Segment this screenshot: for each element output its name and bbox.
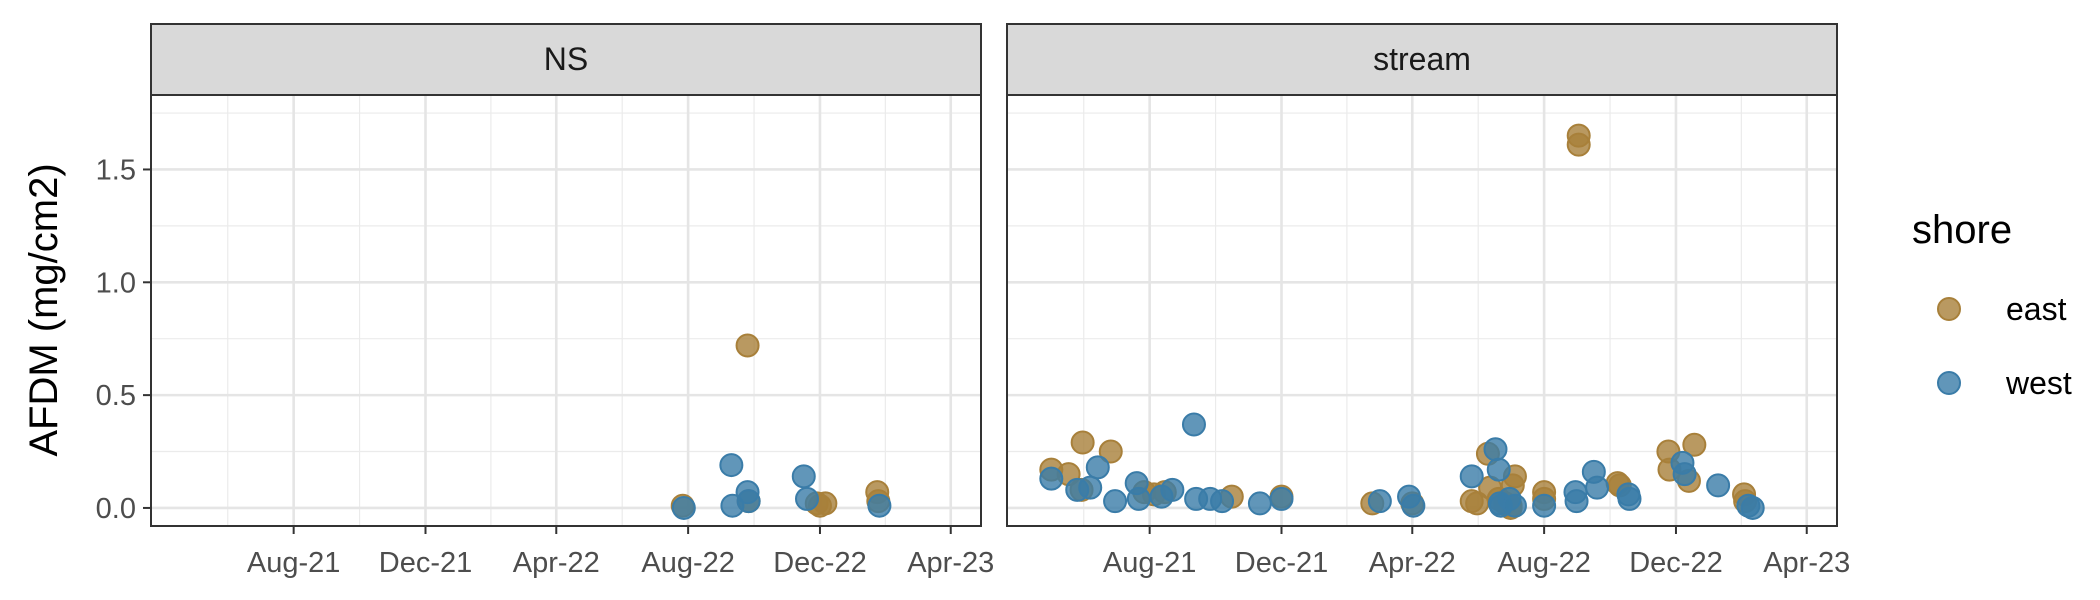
data-point-west <box>1486 457 1511 482</box>
legend-key-east <box>1937 297 1961 321</box>
data-point-west <box>1706 473 1731 498</box>
y-tick-label: 0.0 <box>96 493 136 525</box>
data-point-west <box>1160 477 1185 502</box>
panel-ns-grid <box>151 95 981 526</box>
panel-ns-strip <box>150 23 982 96</box>
legend-label-west: west <box>2005 365 2072 401</box>
data-point-west <box>1247 491 1272 516</box>
x-tick-label: Apr-23 <box>1763 547 1850 579</box>
y-axis: 0.0 0.5 1.0 1.5 <box>96 154 151 525</box>
data-point-west <box>1367 489 1392 514</box>
data-point-east <box>1070 430 1095 455</box>
data-point-west <box>736 489 761 514</box>
data-point-east <box>735 333 760 358</box>
data-point-west <box>1532 493 1557 518</box>
data-point-east <box>1098 439 1123 464</box>
data-point-west <box>1085 455 1110 480</box>
data-point-west <box>1502 493 1527 518</box>
x-tick-label: Dec-22 <box>773 547 867 579</box>
x-tick-label: Dec-22 <box>1629 547 1723 579</box>
panel-ns-strip-label: NS <box>544 41 588 77</box>
x-tick-label: Aug-21 <box>1103 547 1197 579</box>
data-point-west <box>1585 475 1610 500</box>
panel-stream-background <box>1007 95 1837 526</box>
data-point-west <box>1459 464 1484 489</box>
data-point-west <box>1181 412 1206 437</box>
data-point-west <box>1126 486 1151 511</box>
data-point-west <box>1401 493 1426 518</box>
x-axis: Aug-21 Dec-21 Apr-22 Aug-22 Dec-22 Apr-23 Aug-… <box>247 526 1850 579</box>
y-tick-label: 1.5 <box>96 154 136 186</box>
panel-stream: stream <box>1006 23 1838 527</box>
legend-key-west <box>1937 371 1961 395</box>
panel-stream-strip-label: stream <box>1373 41 1471 77</box>
y-axis-title: AFDM (mg/cm2) <box>22 163 66 456</box>
x-tick-label: Apr-23 <box>907 547 994 579</box>
panel-stream-points <box>1039 123 1765 520</box>
legend: shore east west <box>1912 208 2072 401</box>
data-point-west <box>1078 475 1103 500</box>
panel-stream-strip <box>1006 23 1838 96</box>
data-point-west <box>1210 489 1235 514</box>
data-point-west <box>791 464 816 489</box>
data-point-west <box>671 495 696 520</box>
data-point-west <box>1564 489 1589 514</box>
x-tick-label: Dec-21 <box>1235 547 1329 579</box>
x-tick-label: Apr-22 <box>1369 547 1456 579</box>
data-point-west <box>795 486 820 511</box>
x-tick-label: Aug-22 <box>641 547 735 579</box>
data-point-east <box>1682 432 1707 457</box>
panel-ns-background <box>151 95 981 526</box>
data-point-west <box>1039 466 1064 491</box>
data-point-west <box>719 453 744 478</box>
x-tick-label: Aug-22 <box>1497 547 1591 579</box>
x-tick-label: Aug-21 <box>247 547 341 579</box>
data-point-east <box>1566 132 1591 157</box>
data-point-west <box>1740 495 1765 520</box>
data-point-west <box>867 493 892 518</box>
data-point-west <box>1617 486 1642 511</box>
data-point-west <box>1269 486 1294 511</box>
data-point-west <box>1103 489 1128 514</box>
legend-title: shore <box>1912 208 2012 252</box>
x-tick-label: Dec-21 <box>379 547 473 579</box>
y-tick-label: 0.5 <box>96 380 136 412</box>
y-tick-label: 1.0 <box>96 267 136 299</box>
data-point-west <box>1672 462 1697 487</box>
panel-ns: NS <box>150 23 982 527</box>
panel-ns-points <box>670 333 892 520</box>
data-point-west <box>1483 437 1508 462</box>
legend-label-east: east <box>2006 291 2067 327</box>
x-tick-label: Apr-22 <box>513 547 600 579</box>
